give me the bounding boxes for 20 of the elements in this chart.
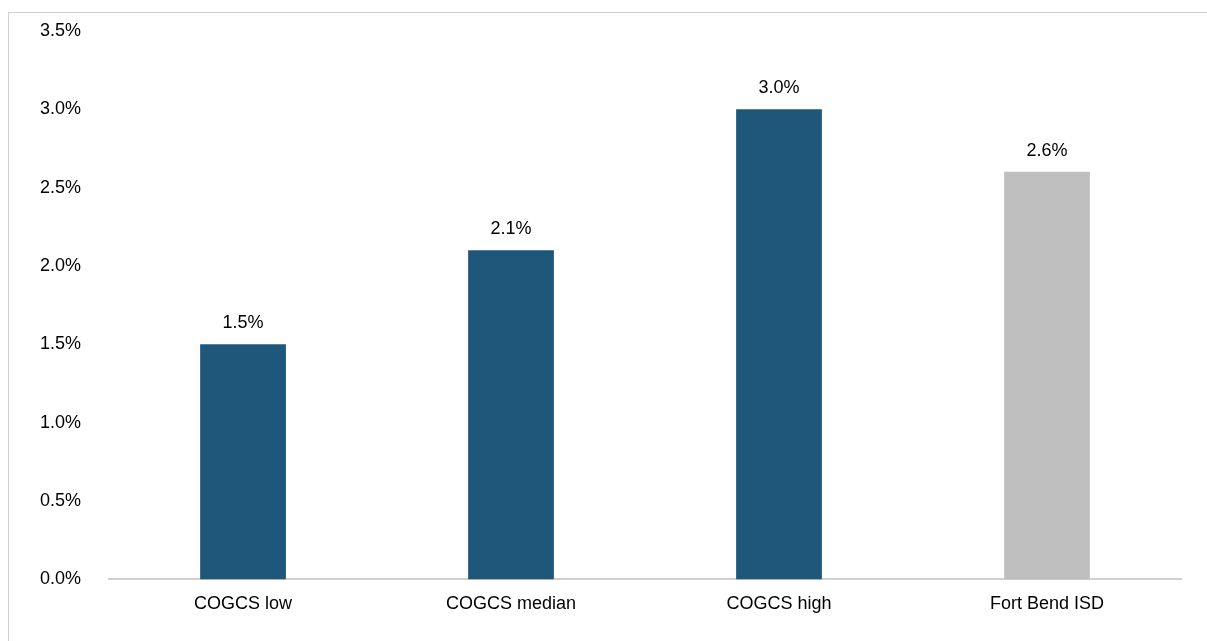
y-tick-label: 1.0% xyxy=(40,411,82,432)
x-tick-label: COGCS high xyxy=(726,593,832,614)
bar xyxy=(468,250,554,580)
x-tick-label: Fort Bend ISD xyxy=(989,593,1105,614)
data-label: 3.0% xyxy=(758,77,800,98)
bar xyxy=(736,109,822,580)
y-tick-label: 2.5% xyxy=(40,176,82,197)
bar xyxy=(1004,171,1090,580)
data-label: 1.5% xyxy=(222,312,264,333)
y-tick-label: 3.0% xyxy=(40,98,82,119)
x-tick-label: COGCS low xyxy=(194,593,294,614)
y-tick-label: 0.0% xyxy=(40,568,82,589)
y-tick-label: 1.5% xyxy=(40,333,82,354)
bar xyxy=(200,344,286,580)
y-tick-label: 3.5% xyxy=(40,19,82,40)
x-tick-label: COGCS median xyxy=(445,593,577,614)
y-tick-label: 0.5% xyxy=(40,490,82,510)
data-label: 2.6% xyxy=(1026,139,1068,160)
data-label: 2.1% xyxy=(490,218,532,239)
y-tick-label: 2.0% xyxy=(40,254,82,275)
